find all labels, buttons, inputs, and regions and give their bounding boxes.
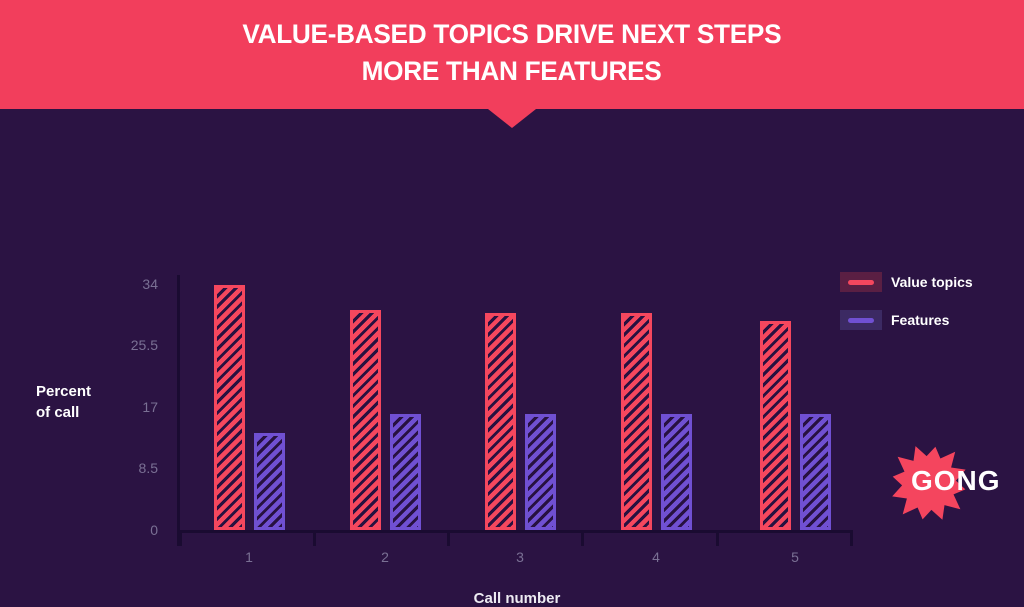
legend-line-value-topics-icon: [848, 279, 874, 285]
bar-features-call-3: [524, 414, 556, 530]
legend: Value topics Features: [840, 272, 973, 348]
gong-starburst-icon: [892, 446, 966, 520]
x-axis-line: [177, 530, 853, 533]
legend-swatch-features: [840, 310, 882, 330]
x-tick-label-3: 3: [516, 549, 524, 565]
banner-notch: [488, 109, 536, 128]
bar-features-call-4: [660, 414, 692, 530]
bar-features-call-1: [253, 433, 285, 530]
legend-item-features: Features: [840, 310, 973, 330]
x-tick-label-2: 2: [381, 549, 389, 565]
bar-value-topics-call-1: [213, 285, 245, 530]
x-axis-tick-3: [581, 533, 584, 546]
gong-logo-text: GONG: [911, 465, 1001, 496]
bar-value-topics-call-4: [620, 313, 652, 530]
page-title-line-2: MORE THAN FEATURES: [362, 56, 662, 86]
header-banner: VALUE-BASED TOPICS DRIVE NEXT STEPS MORE…: [0, 0, 1024, 109]
legend-label-value-topics: Value topics: [891, 274, 973, 290]
x-axis-tick-1: [313, 533, 316, 546]
y-tick-label-8.5: 8.5: [138, 460, 158, 476]
bar-features-call-2: [389, 414, 421, 530]
y-tick-label-25.5: 25.5: [130, 337, 158, 353]
y-tick-label-17: 17: [142, 399, 158, 415]
y-axis-title-line-1: Percent: [36, 383, 92, 400]
bar-features-call-5: [799, 414, 831, 530]
bar-value-topics-call-5: [759, 321, 791, 530]
legend-label-features: Features: [891, 312, 950, 328]
bar-value-topics-call-3: [484, 313, 516, 530]
bar-value-topics-call-2: [349, 310, 381, 530]
y-tick-label-0: 0: [150, 522, 158, 538]
y-tick-label-34: 34: [142, 276, 158, 292]
x-axis-tick-0: [179, 533, 182, 546]
gong-logo: GONG: [869, 435, 1019, 531]
legend-swatch-value-topics: [840, 272, 882, 292]
x-axis-tick-4: [715, 533, 719, 546]
x-axis-tick-2: [447, 533, 450, 546]
legend-line-features-icon: [848, 317, 874, 323]
x-tick-label-4: 4: [652, 549, 660, 565]
legend-item-value-topics: Value topics: [840, 272, 973, 292]
page-title-line-1: VALUE-BASED TOPICS DRIVE NEXT STEPS: [242, 19, 782, 49]
x-axis-tick-5: [850, 533, 853, 546]
x-tick-label-5: 5: [791, 549, 799, 565]
y-axis-title-line-2: of call: [36, 404, 80, 421]
y-axis-title: Percent of call: [36, 381, 91, 423]
x-tick-label-1: 1: [245, 549, 253, 565]
x-axis-title: Call number: [473, 590, 561, 607]
y-axis-line: [177, 275, 180, 546]
